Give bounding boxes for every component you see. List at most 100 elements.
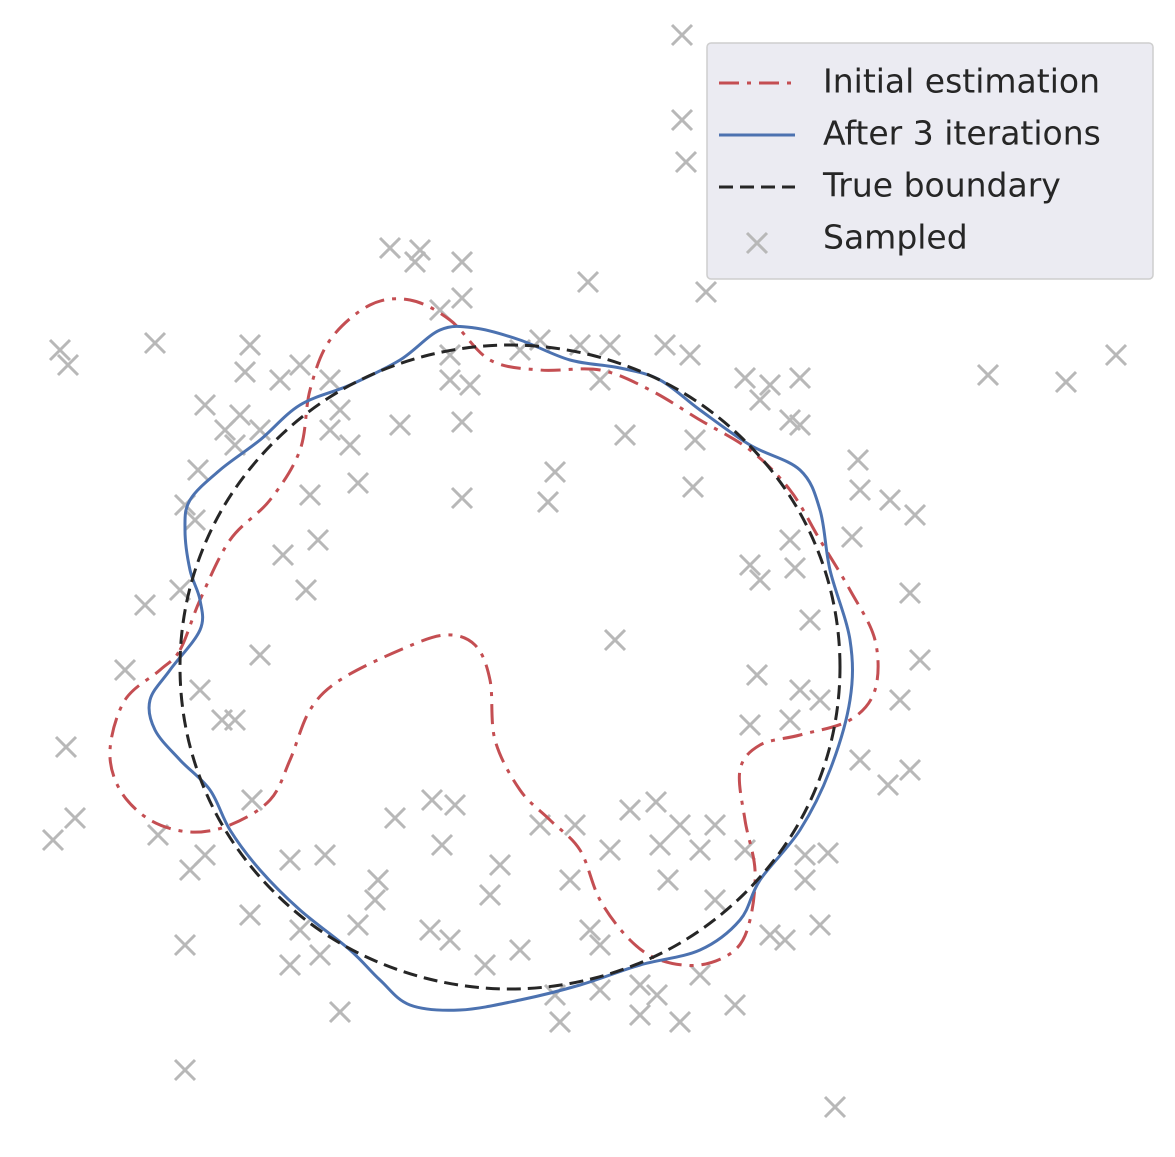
sample-marker [318,368,342,392]
sample-marker [898,581,922,605]
sample-marker [508,938,532,962]
sample-marker [328,398,352,422]
sample-marker [598,838,622,862]
sample-marker [308,943,332,967]
sample-marker [238,903,262,927]
sample-marker [306,528,330,552]
sample-marker [1104,343,1128,367]
sample-marker [388,413,412,437]
sample-marker [848,478,872,502]
sample-marker [745,663,769,687]
sample-marker [366,868,390,892]
sample-marker [143,331,167,355]
sample-marker [338,433,362,457]
sample-marker [378,236,402,260]
legend: Initial estimation After 3 iterations True… [706,42,1154,280]
sample-marker [788,366,812,390]
sample-marker [558,868,582,892]
sample-marker [188,678,212,702]
sample-marker [788,413,812,437]
boundary-line [178,343,842,991]
sample-marker [576,270,600,294]
sample-marker [420,788,444,812]
sample-marker [656,868,680,892]
sample-marker [670,108,694,132]
sample-marker [688,838,712,862]
sample-marker [268,368,292,392]
sample-marker [383,806,407,830]
sample-marker [63,806,87,830]
sample-marker [288,918,312,942]
sample-marker [773,928,797,952]
sample-marker [808,913,832,937]
sample-marker [543,460,567,484]
sample-marker [808,688,832,712]
sample-marker [898,758,922,782]
sample-marker [240,788,264,812]
sample-marker [758,373,782,397]
sample-marker [976,363,1000,387]
sample-marker [450,486,474,510]
sample-marker [450,410,474,434]
sample-marker [668,813,692,837]
sample-marker [363,888,387,912]
sample-marker [846,448,870,472]
sample-marker [318,418,342,442]
sample-marker [438,343,462,367]
sample-marker [738,553,762,577]
sample-marker [628,1003,652,1027]
sample-marker [628,973,652,997]
sample-marker [271,543,295,567]
sample-marker [563,813,587,837]
sample-marker [694,280,718,304]
sample-marker [798,608,822,632]
sample-marker [438,928,462,952]
sample-marker [193,393,217,417]
sample-marker [223,433,247,457]
legend-box [706,42,1154,280]
sample-marker [678,343,702,367]
sample-marker [688,963,712,987]
boundary-line [147,324,854,1012]
sample-marker [56,353,80,377]
sample-marker [313,843,337,867]
sample-marker [578,918,602,942]
legend-label: After 3 iterations [823,114,1101,153]
sample-marker [408,238,432,262]
sample-marker [48,338,72,362]
sample-marker [248,643,272,667]
sample-marker [748,388,772,412]
sample-marker [588,368,612,392]
scatter-series [41,23,1128,1119]
sample-marker [674,150,698,174]
sample-marker [478,883,502,907]
sample-marker [613,423,637,447]
sample-marker [473,953,497,977]
sample-marker [703,888,727,912]
sample-marker [758,923,782,947]
sample-marker [783,556,807,580]
legend-marker [745,231,769,255]
sample-marker [328,1000,352,1024]
sample-marker [588,933,612,957]
sample-marker [888,688,912,712]
sample-marker [603,628,627,652]
sample-marker [450,250,474,274]
sample-marker [778,528,802,552]
sample-marker [54,735,78,759]
sample-marker [653,333,677,357]
sample-marker [1054,370,1078,394]
sample-marker [288,353,312,377]
legend-label: True boundary [822,166,1061,205]
sample-marker [876,773,900,797]
sample-marker [644,790,668,814]
sample-marker [488,853,512,877]
sample-marker [113,658,137,682]
boundary-line [108,297,880,968]
sample-marker [703,813,727,837]
sample-marker [848,748,872,772]
sample-marker [186,458,210,482]
sample-marker [233,360,257,384]
